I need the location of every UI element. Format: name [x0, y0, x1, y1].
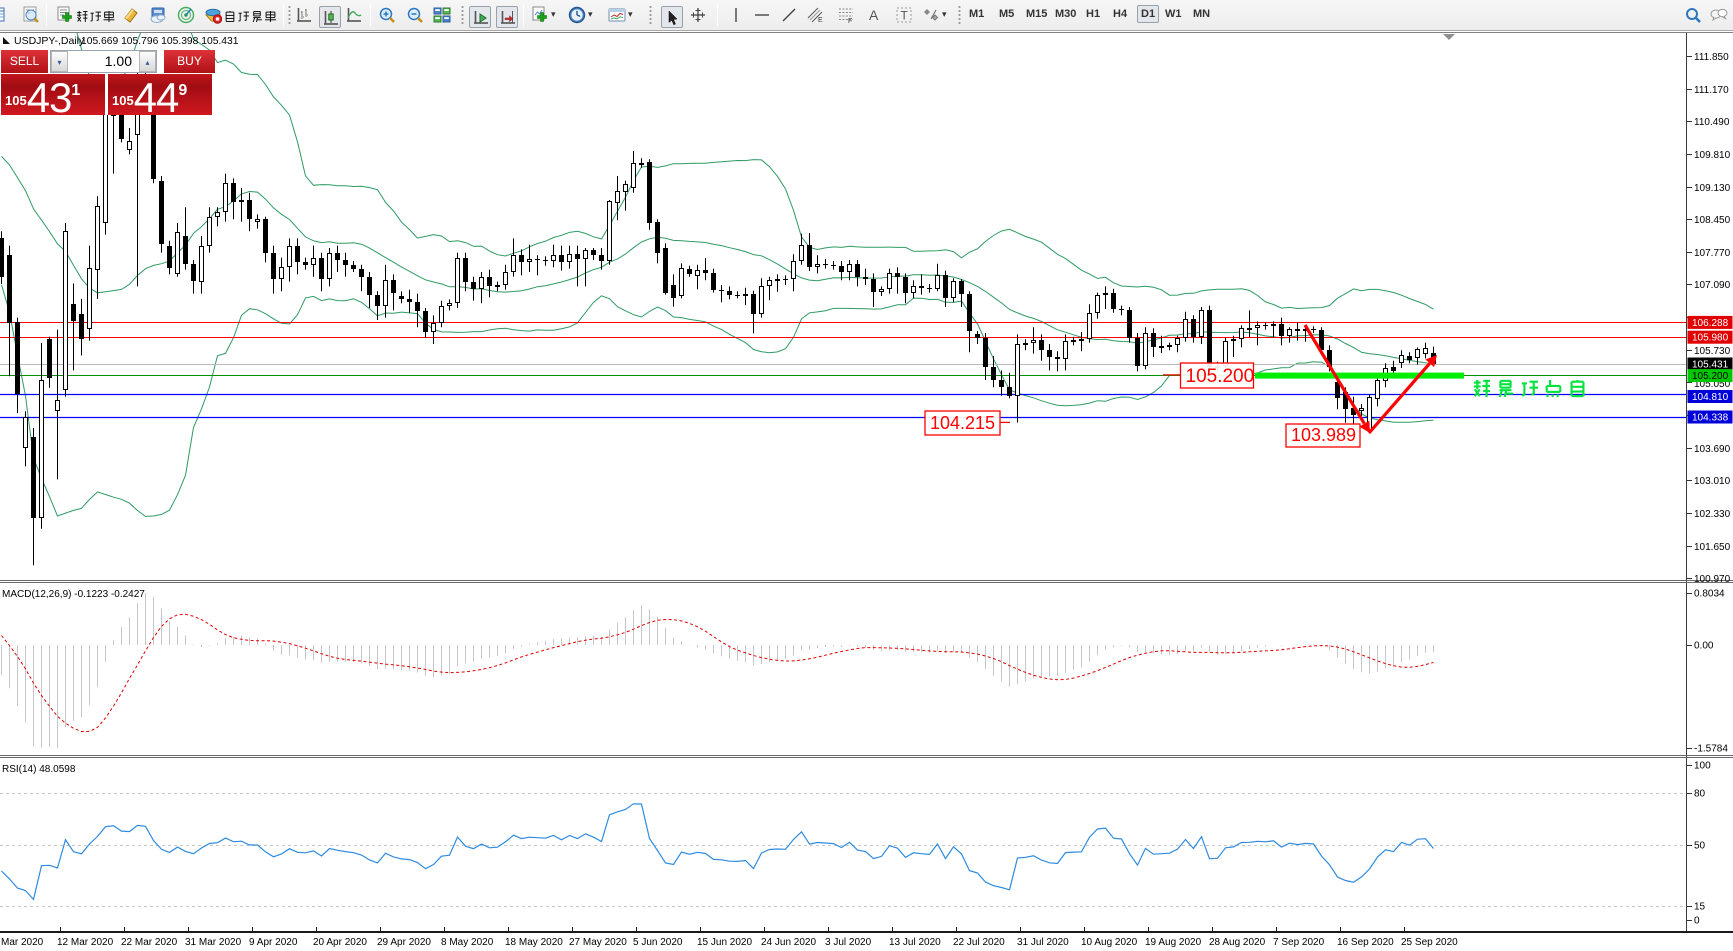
svg-text:31 Jul 2020: 31 Jul 2020: [1017, 937, 1069, 948]
svg-text:25 Sep 2020: 25 Sep 2020: [1401, 937, 1458, 948]
svg-text:15 Jun 2020: 15 Jun 2020: [697, 937, 752, 948]
svg-text:T: T: [901, 9, 909, 23]
svg-text:27 May 2020: 27 May 2020: [569, 937, 627, 948]
svg-text:20 Apr 2020: 20 Apr 2020: [313, 937, 367, 948]
svg-text:103.010: 103.010: [1694, 476, 1731, 487]
svg-text:105.431: 105.431: [1692, 360, 1729, 371]
svg-text:5 Jun 2020: 5 Jun 2020: [633, 937, 683, 948]
svg-text:104.338: 104.338: [1692, 413, 1729, 424]
svg-text:-1.5784: -1.5784: [1694, 744, 1728, 755]
svg-text:80: 80: [1694, 789, 1706, 800]
svg-text:10 Aug 2020: 10 Aug 2020: [1081, 937, 1138, 948]
svg-text:104.215: 104.215: [930, 413, 995, 433]
svg-text:107.090: 107.090: [1694, 280, 1731, 291]
svg-text:0.00: 0.00: [1694, 641, 1714, 652]
svg-text:105.200: 105.200: [1186, 366, 1255, 387]
svg-text:3 Jul 2020: 3 Jul 2020: [825, 937, 872, 948]
svg-text:13 Jul 2020: 13 Jul 2020: [889, 937, 941, 948]
svg-text:22 Mar 2020: 22 Mar 2020: [121, 937, 178, 948]
svg-text:7 Sep 2020: 7 Sep 2020: [1273, 937, 1325, 948]
svg-text:Mar 2020: Mar 2020: [1, 937, 44, 948]
svg-text:101.650: 101.650: [1694, 542, 1731, 553]
svg-text:USDJPY-,Daily: USDJPY-,Daily: [14, 35, 85, 47]
svg-text:100: 100: [1694, 761, 1711, 772]
svg-text:104.810: 104.810: [1692, 392, 1729, 403]
svg-text:15: 15: [1694, 902, 1706, 913]
svg-text:105.200: 105.200: [1692, 371, 1729, 382]
svg-text:110.490: 110.490: [1694, 117, 1730, 128]
svg-text:22 Jul 2020: 22 Jul 2020: [953, 937, 1005, 948]
svg-text:103.989: 103.989: [1291, 425, 1356, 445]
svg-text:A: A: [869, 7, 879, 23]
svg-text:102.330: 102.330: [1694, 509, 1731, 520]
svg-text:16 Sep 2020: 16 Sep 2020: [1337, 937, 1394, 948]
svg-text:18 May 2020: 18 May 2020: [505, 937, 563, 948]
svg-text:108.450: 108.450: [1694, 215, 1731, 226]
svg-text:0: 0: [1694, 916, 1700, 927]
svg-text:105.980: 105.980: [1692, 333, 1729, 344]
svg-text:50: 50: [1694, 841, 1706, 852]
svg-text:105.669 105.796 105.398 105.43: 105.669 105.796 105.398 105.431: [81, 36, 239, 47]
svg-text:E: E: [818, 17, 823, 24]
svg-text:12 Mar 2020: 12 Mar 2020: [57, 937, 114, 948]
svg-text:111.170: 111.170: [1694, 85, 1729, 96]
svg-text:111.850: 111.850: [1694, 52, 1729, 63]
svg-text:109.810: 109.810: [1694, 150, 1731, 161]
svg-text:107.770: 107.770: [1694, 248, 1731, 259]
svg-text:24 Jun 2020: 24 Jun 2020: [761, 937, 816, 948]
svg-text:105.730: 105.730: [1694, 346, 1731, 357]
svg-text:F: F: [848, 18, 852, 24]
svg-text:RSI(14) 48.0598: RSI(14) 48.0598: [2, 764, 76, 775]
svg-text:28 Aug 2020: 28 Aug 2020: [1209, 937, 1266, 948]
svg-text:MACD(12,26,9) -0.1223 -0.2427: MACD(12,26,9) -0.1223 -0.2427: [2, 589, 145, 600]
svg-text:103.690: 103.690: [1694, 444, 1731, 455]
svg-text:9 Apr 2020: 9 Apr 2020: [249, 937, 298, 948]
svg-text:31 Mar 2020: 31 Mar 2020: [185, 937, 242, 948]
svg-text:8 May 2020: 8 May 2020: [441, 937, 494, 948]
svg-text:19 Aug 2020: 19 Aug 2020: [1145, 937, 1202, 948]
svg-text:105.050: 105.050: [1694, 379, 1731, 390]
svg-text:0.8034: 0.8034: [1694, 589, 1725, 600]
svg-text:100.970: 100.970: [1694, 574, 1731, 585]
svg-text:29 Apr 2020: 29 Apr 2020: [377, 937, 431, 948]
svg-text:109.130: 109.130: [1694, 183, 1731, 194]
svg-text:106.288: 106.288: [1692, 318, 1729, 329]
